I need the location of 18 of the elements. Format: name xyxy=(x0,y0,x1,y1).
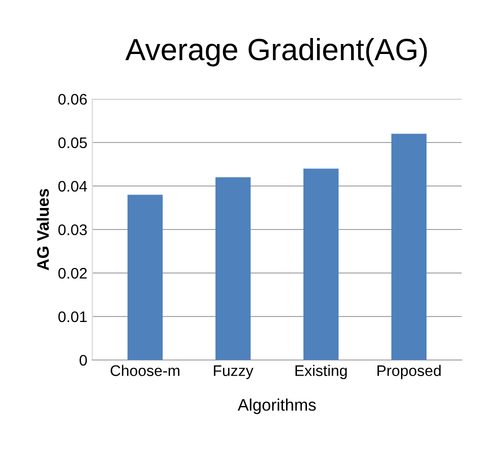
x-tick-label: Proposed xyxy=(377,364,441,380)
y-tick-label: 0.01 xyxy=(58,311,87,322)
y-tick-label: 0 xyxy=(80,354,87,366)
bar xyxy=(128,194,163,360)
y-tick-label: 0.06 xyxy=(58,94,87,105)
y-tick-label: 0.03 xyxy=(58,224,87,236)
chart-title: Average Gradient(AG) xyxy=(125,38,427,66)
y-axis-title: AG Values xyxy=(36,188,49,270)
bar xyxy=(391,134,427,360)
x-axis-title: Algorithms xyxy=(238,398,316,414)
y-tick-label: 0.04 xyxy=(58,180,88,192)
bar xyxy=(303,168,339,360)
y-tick-label: 0.05 xyxy=(58,137,87,148)
x-tick-label: Fuzzy xyxy=(214,365,254,380)
x-tick-label: Existing xyxy=(296,364,347,380)
y-tick-label: 0.02 xyxy=(58,268,87,279)
bar xyxy=(215,177,251,360)
x-tick-label: Choose-m xyxy=(110,364,180,376)
